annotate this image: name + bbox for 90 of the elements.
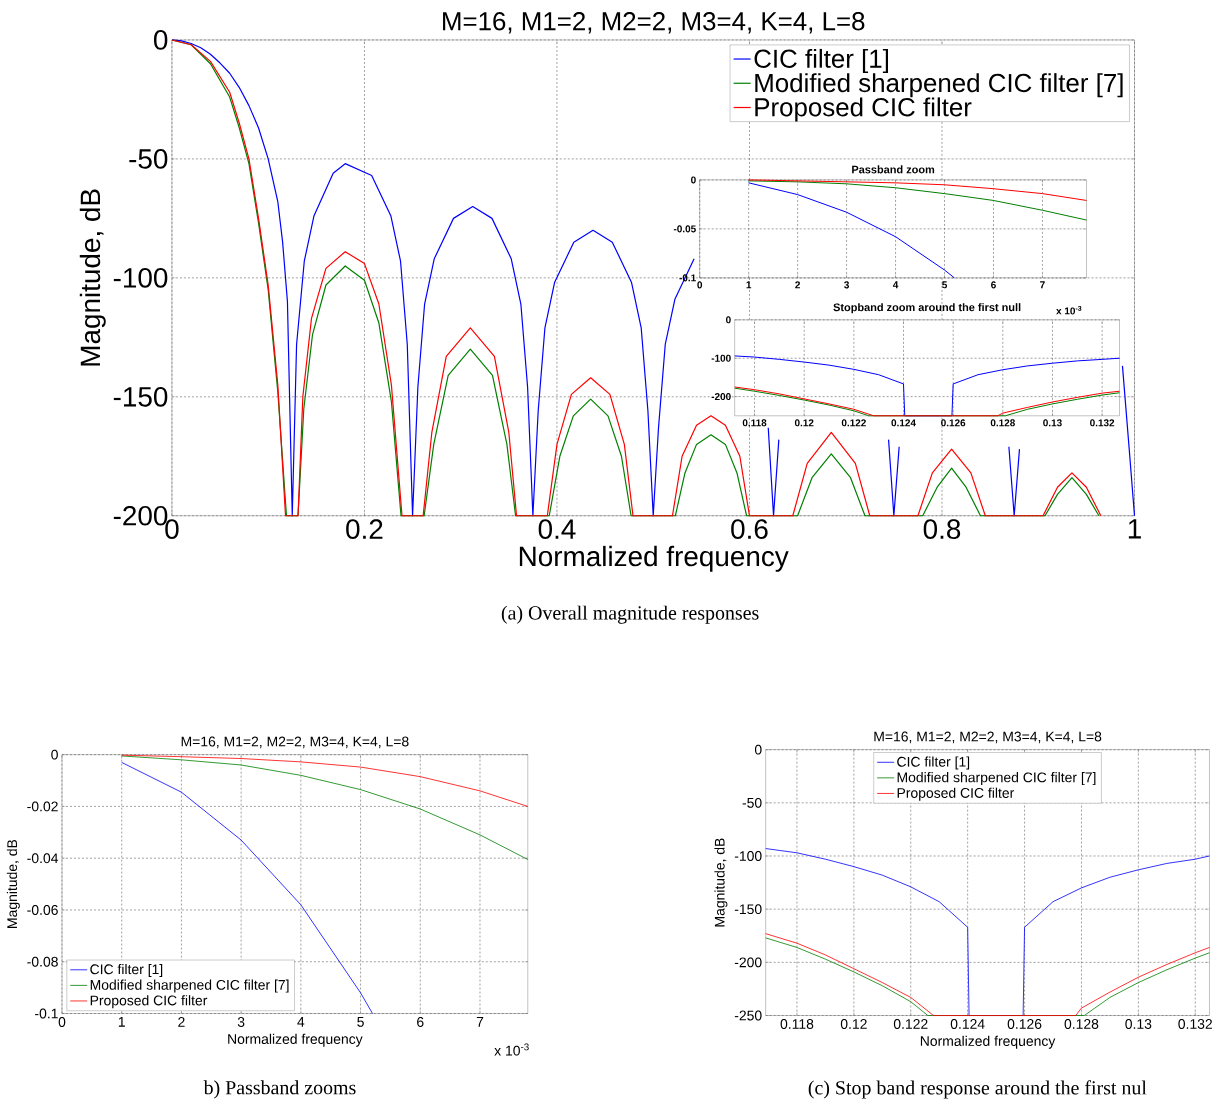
x-axis-title: Normalized frequency xyxy=(519,545,789,572)
x-tick-label: 0.122 xyxy=(893,1018,928,1029)
x-tick-label: 0.4 xyxy=(538,519,576,539)
x-tick-label: 1 xyxy=(118,1016,125,1027)
y-tick-label: -50 xyxy=(129,148,168,169)
line-series xyxy=(748,180,1088,221)
legend-label: Modified sharpened CIC filter [7] xyxy=(755,72,1123,98)
x-tick-label: 0 xyxy=(697,281,703,289)
y-tick-label: -0.06 xyxy=(27,904,58,915)
text: b) Passband zooms xyxy=(203,1080,356,1099)
text: (c) Stop band response around the first nul xyxy=(808,1080,1147,1099)
y-axis-title: Magnitude, dB xyxy=(6,839,20,928)
y-tick-label: 0 xyxy=(754,744,762,755)
chart-title: M=16, M1=2, M2=2, M3=4, K=4, L=8 xyxy=(443,11,865,34)
x-tick-label: 0.126 xyxy=(941,419,966,427)
legend-label: Proposed CIC filter xyxy=(755,97,972,122)
x-tick-label: 0.6 xyxy=(731,519,768,539)
x-axis-title: Normalized frequency xyxy=(920,1035,1056,1049)
x-tick-label: 0.128 xyxy=(1064,1018,1099,1029)
y-tick-label: -0.08 xyxy=(27,956,58,967)
x-tick-label: 0.2 xyxy=(346,519,383,539)
x-tick-label: 0.118 xyxy=(780,1018,814,1029)
legend-label: Proposed CIC filter xyxy=(897,787,1015,801)
line-series xyxy=(734,355,1121,417)
x-tick-label: 4 xyxy=(297,1016,305,1027)
text: (a) Overall magnitude responses xyxy=(501,605,759,624)
x-tick-label: 0.132 xyxy=(1090,419,1115,427)
x-tick-label: 3 xyxy=(844,281,850,289)
y-axis-title: Magnitude, dB xyxy=(79,189,106,366)
y-tick-label: 0 xyxy=(691,176,696,184)
y-tick-label: -50 xyxy=(742,797,762,808)
x-tick-label: 3 xyxy=(237,1016,245,1027)
x-tick-label: 0 xyxy=(58,1016,66,1027)
y-tick-label: 0 xyxy=(726,316,731,324)
x-tick-label: 4 xyxy=(892,281,899,288)
chart-title: Passband zoom xyxy=(852,165,935,174)
legend-label: CIC filter [1] xyxy=(897,756,970,770)
y-tick-label: -100 xyxy=(711,354,731,362)
y-tick-label: -0.04 xyxy=(27,853,59,863)
y-tick-label: -100 xyxy=(734,850,762,861)
chart-title: M=16, M1=2, M2=2, M3=4, K=4, L=8 xyxy=(874,731,1102,743)
legend-label: CIC filter [1] xyxy=(90,963,163,977)
line-series xyxy=(121,755,529,860)
y-tick-label: -0.05 xyxy=(673,225,696,233)
x-tick-label: 0.8 xyxy=(923,519,961,539)
line-series xyxy=(765,847,1210,1016)
y-tick-label: -200 xyxy=(711,392,731,400)
line-series xyxy=(748,182,955,279)
y-tick-label: 0 xyxy=(51,749,58,760)
legend-label: CIC filter [1] xyxy=(754,48,889,73)
x-axis-title: Normalized frequency xyxy=(228,1033,363,1047)
line-series xyxy=(748,179,1088,201)
legend-label: Modified sharpened CIC filter [7] xyxy=(897,771,1096,785)
x-tick-label: 0.118 xyxy=(742,419,767,427)
y-tick-label: -0.02 xyxy=(27,801,58,812)
x-tick-label: 6 xyxy=(417,1016,424,1027)
chart-title: Stopband zoom around the first null xyxy=(833,302,1021,314)
y-tick-label: -0.1 xyxy=(35,1008,58,1019)
y-tick-label: -250 xyxy=(734,1010,762,1021)
x-tick-label: 0.124 xyxy=(950,1018,985,1029)
x-tick-label: 6 xyxy=(991,281,996,289)
x-tick-label: 2 xyxy=(795,281,800,289)
x-tick-label: 1 xyxy=(746,281,752,288)
line-series xyxy=(121,754,529,807)
y-tick-label: -150 xyxy=(734,903,762,914)
x-tick-label: 0.13 xyxy=(1125,1018,1152,1029)
x-tick-label: 0.128 xyxy=(990,419,1015,427)
y-tick-label: -100 xyxy=(113,267,168,288)
x-tick-label: 0.124 xyxy=(891,419,916,427)
legend-label: Modified sharpened CIC filter [7] xyxy=(90,979,289,993)
x-tick-label: 5 xyxy=(942,281,948,289)
y-tick-label: -150 xyxy=(113,386,168,407)
x-tick-label: 0.13 xyxy=(1043,419,1062,427)
x-tick-label: 0.132 xyxy=(1178,1018,1212,1029)
y-tick-label: -200 xyxy=(734,957,762,968)
y-tick-label: 0 xyxy=(154,29,168,50)
x-tick-label: 0.126 xyxy=(1007,1018,1042,1029)
chart-title: M=16, M1=2, M2=2, M3=4, K=4, L=8 xyxy=(181,736,409,748)
x-tick-label: 2 xyxy=(178,1016,185,1027)
annotation: x 10$^{-3}$ xyxy=(1056,305,1082,315)
x-tick-label: 0.12 xyxy=(840,1018,867,1029)
x-tick-label: 0.12 xyxy=(794,419,814,427)
x-tick-label: 7 xyxy=(476,1016,484,1027)
x-tick-label: 7 xyxy=(1040,281,1045,288)
x-tick-label: 1 xyxy=(1128,519,1141,539)
x-tick-label: 5 xyxy=(357,1016,364,1027)
legend-label: Proposed CIC filter xyxy=(90,994,208,1008)
x-tick-label: 0.122 xyxy=(841,419,866,427)
text: x 10$^{-3}$ xyxy=(494,1043,529,1056)
y-axis-title: Magnitude, dB xyxy=(714,838,728,927)
